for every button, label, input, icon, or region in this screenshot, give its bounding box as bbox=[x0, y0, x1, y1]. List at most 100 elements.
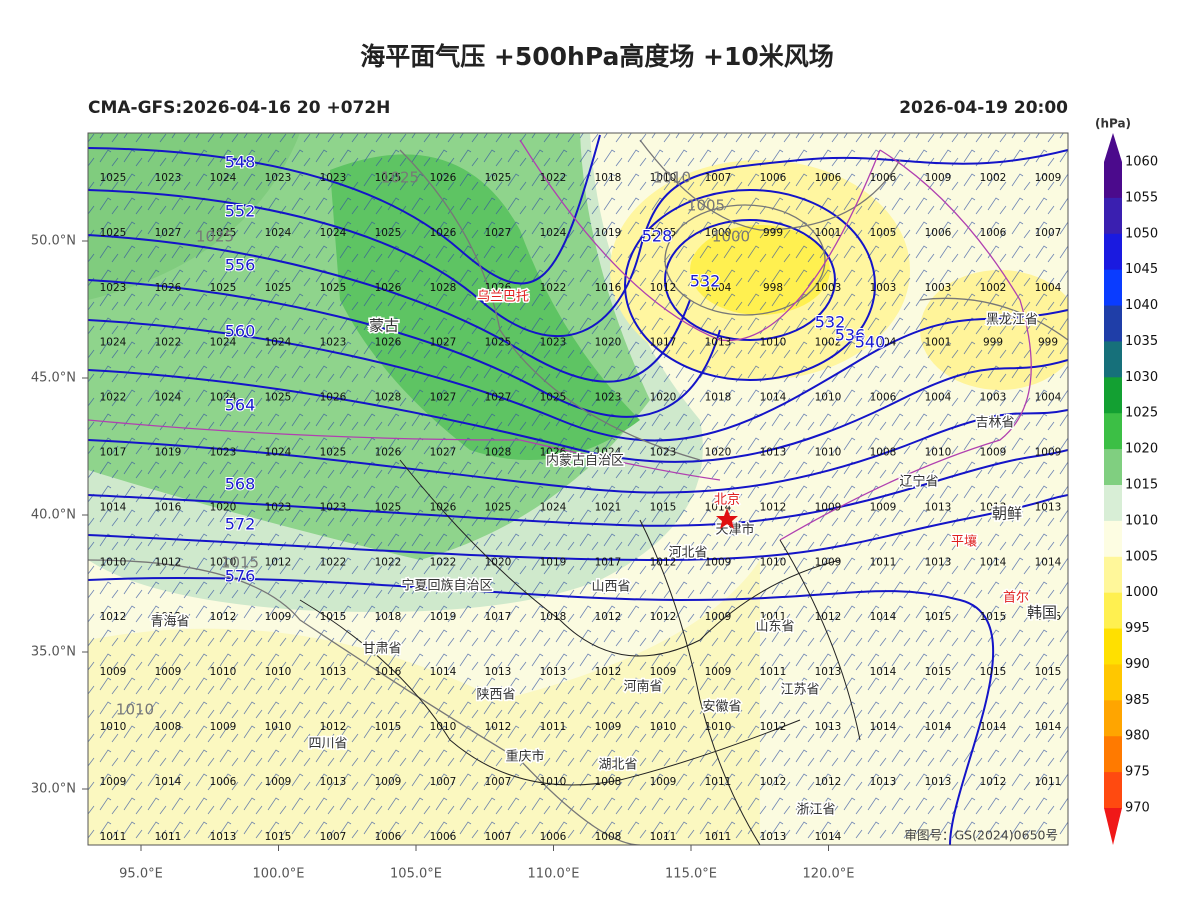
x-tick-label: 115.0°E bbox=[665, 867, 717, 882]
station-pressure: 1012 bbox=[100, 611, 127, 623]
isobar-label: 1010 bbox=[653, 169, 691, 187]
station-pressure: 1008 bbox=[595, 831, 622, 843]
station-pressure: 1014 bbox=[760, 392, 787, 404]
station-pressure: 1015 bbox=[1035, 611, 1062, 623]
station-pressure: 1024 bbox=[210, 392, 237, 404]
station-pressure: 1009 bbox=[375, 776, 402, 788]
station-pressure: 1001 bbox=[815, 227, 842, 239]
station-pressure: 1015 bbox=[1035, 666, 1062, 678]
height-label: 564 bbox=[225, 396, 256, 415]
colorbar-cell bbox=[1104, 341, 1122, 378]
colorbar-label: 975 bbox=[1125, 765, 1150, 780]
station-pressure: 1013 bbox=[1035, 501, 1062, 513]
station-pressure: 1012 bbox=[650, 282, 677, 294]
station-pressure: 1007 bbox=[485, 831, 512, 843]
colorbar-unit: (hPa) bbox=[1095, 117, 1131, 131]
station-pressure: 1010 bbox=[650, 721, 677, 733]
place-label: 宁夏回族自治区 bbox=[401, 578, 492, 594]
height-label: 536 bbox=[835, 326, 866, 345]
station-pressure: 1007 bbox=[1035, 227, 1062, 239]
colorbar-label: 1010 bbox=[1125, 513, 1158, 528]
place-label: 河北省 bbox=[668, 546, 707, 561]
station-pressure: 1007 bbox=[320, 831, 347, 843]
station-pressure: 1012 bbox=[650, 611, 677, 623]
y-tick-label: 50.0°N bbox=[31, 234, 76, 249]
station-pressure: 1010 bbox=[100, 556, 127, 568]
station-pressure: 1007 bbox=[485, 776, 512, 788]
station-pressure: 1025 bbox=[320, 282, 347, 294]
station-pressure: 1011 bbox=[870, 556, 897, 568]
station-pressure: 1010 bbox=[430, 721, 457, 733]
colorbar-bottom bbox=[1104, 808, 1122, 845]
station-pressure: 1013 bbox=[320, 776, 347, 788]
station-pressure: 1015 bbox=[980, 611, 1007, 623]
station-pressure: 1014 bbox=[1035, 556, 1062, 568]
colorbar-cell bbox=[1104, 485, 1122, 522]
station-pressure: 1024 bbox=[595, 447, 622, 459]
colorbar-label: 1020 bbox=[1125, 442, 1158, 457]
station-pressure: 1023 bbox=[265, 172, 292, 184]
station-pressure: 1024 bbox=[265, 227, 292, 239]
station-pressure: 1006 bbox=[870, 392, 897, 404]
station-pressure: 1012 bbox=[980, 776, 1007, 788]
station-pressure: 1009 bbox=[210, 721, 237, 733]
station-pressure: 1003 bbox=[870, 282, 897, 294]
station-pressure: 1009 bbox=[705, 556, 732, 568]
capital-star bbox=[716, 508, 738, 529]
station-pressure: 1009 bbox=[925, 172, 952, 184]
place-label: 首尔 bbox=[1003, 591, 1029, 606]
colorbar-label: 1040 bbox=[1125, 298, 1158, 313]
station-pressure: 1010 bbox=[265, 721, 292, 733]
station-pressure: 1026 bbox=[430, 172, 457, 184]
station-pressure: 1023 bbox=[320, 172, 347, 184]
station-pressure: 1026 bbox=[375, 337, 402, 349]
station-pressure: 1006 bbox=[925, 227, 952, 239]
station-pressure: 1006 bbox=[760, 172, 787, 184]
station-pressure: 1025 bbox=[485, 172, 512, 184]
station-pressure: 1025 bbox=[265, 392, 292, 404]
station-pressure: 1005 bbox=[650, 227, 677, 239]
station-pressure: 1022 bbox=[155, 337, 182, 349]
height-label: 568 bbox=[225, 475, 256, 494]
colorbar-cell bbox=[1104, 233, 1122, 271]
colorbar-label: 1035 bbox=[1125, 334, 1158, 349]
station-pressure: 1011 bbox=[155, 831, 182, 843]
station-pressure: 1024 bbox=[155, 392, 182, 404]
station-pressure: 1013 bbox=[925, 776, 952, 788]
place-label: 江苏省 bbox=[780, 682, 819, 698]
station-pressure: 1014 bbox=[815, 831, 842, 843]
station-pressure: 1025 bbox=[210, 282, 237, 294]
station-pressure: 1013 bbox=[980, 501, 1007, 513]
station-pressure: 1012 bbox=[155, 556, 182, 568]
colorbar-cell bbox=[1104, 305, 1122, 342]
station-pressure: 1013 bbox=[485, 666, 512, 678]
station-pressure: 1025 bbox=[210, 227, 237, 239]
height-label: 528 bbox=[642, 227, 673, 246]
station-pressure: 1023 bbox=[595, 392, 622, 404]
station-pressure: 1006 bbox=[815, 172, 842, 184]
place-label: 四川省 bbox=[308, 737, 347, 752]
station-pressure: 1014 bbox=[980, 721, 1007, 733]
colorbar-label: 970 bbox=[1125, 801, 1150, 816]
colorbar-label: 1060 bbox=[1125, 155, 1158, 170]
station-pressure: 1001 bbox=[925, 337, 952, 349]
station-pressure: 1027 bbox=[485, 392, 512, 404]
station-pressure: 1004 bbox=[870, 337, 897, 349]
station-pressure: 1012 bbox=[320, 721, 347, 733]
station-pressure: 1020 bbox=[705, 447, 732, 459]
station-pressure: 1026 bbox=[375, 447, 402, 459]
isobar-label: 1015 bbox=[221, 554, 259, 572]
place-label: 平壤 bbox=[951, 534, 977, 550]
isobar-label: 1025 bbox=[381, 169, 419, 187]
station-pressure: 1010 bbox=[760, 556, 787, 568]
station-pressure: 1013 bbox=[540, 666, 567, 678]
isobar-label: 1005 bbox=[687, 197, 725, 215]
colorbar-label: 1055 bbox=[1125, 190, 1158, 205]
colorbar-cell bbox=[1104, 162, 1122, 199]
station-pressure: 1006 bbox=[210, 776, 237, 788]
station-pressure: 1013 bbox=[705, 337, 732, 349]
station-pressure: 1023 bbox=[650, 447, 677, 459]
station-pressure: 1003 bbox=[980, 392, 1007, 404]
station-pressure: 1006 bbox=[540, 831, 567, 843]
station-pressure: 1025 bbox=[540, 392, 567, 404]
